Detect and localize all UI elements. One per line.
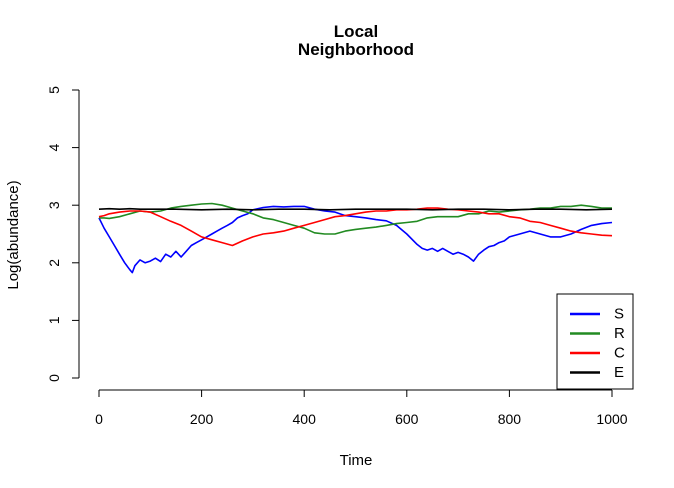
y-tick-label: 4 xyxy=(46,143,62,151)
x-tick-label: 0 xyxy=(95,411,103,427)
y-tick-label: 5 xyxy=(46,86,62,94)
series-line-e xyxy=(98,207,613,211)
legend-label-c: C xyxy=(614,345,625,362)
x-tick-label: 600 xyxy=(395,411,419,427)
x-axis-label: Time xyxy=(340,452,373,469)
x-axis: 0 200 400 600 800 1000 xyxy=(95,389,628,427)
legend-label-r: R xyxy=(614,325,625,342)
legend-label-s: S xyxy=(614,306,624,323)
legend-label-e: E xyxy=(614,364,624,381)
x-tick-label: 200 xyxy=(190,411,214,427)
y-tick-label: 1 xyxy=(46,316,62,324)
y-axis-label: Log(abundance) xyxy=(5,180,22,289)
chart-title-line-2: Neighborhood xyxy=(298,40,414,59)
x-tick-label: 1000 xyxy=(596,411,627,427)
x-tick-label: 800 xyxy=(498,411,522,427)
series-line-c xyxy=(98,207,613,247)
series-line-r xyxy=(99,202,612,235)
x-tick-label: 400 xyxy=(293,411,317,427)
y-tick-label: 3 xyxy=(46,201,62,209)
y-tick-label: 0 xyxy=(46,374,62,382)
series-layer xyxy=(98,202,613,274)
y-tick-label: 2 xyxy=(46,259,62,267)
series-line-s xyxy=(98,205,613,274)
chart-title-line-1: Local xyxy=(334,22,378,41)
y-axis: 0 1 2 3 4 5 xyxy=(46,86,80,382)
